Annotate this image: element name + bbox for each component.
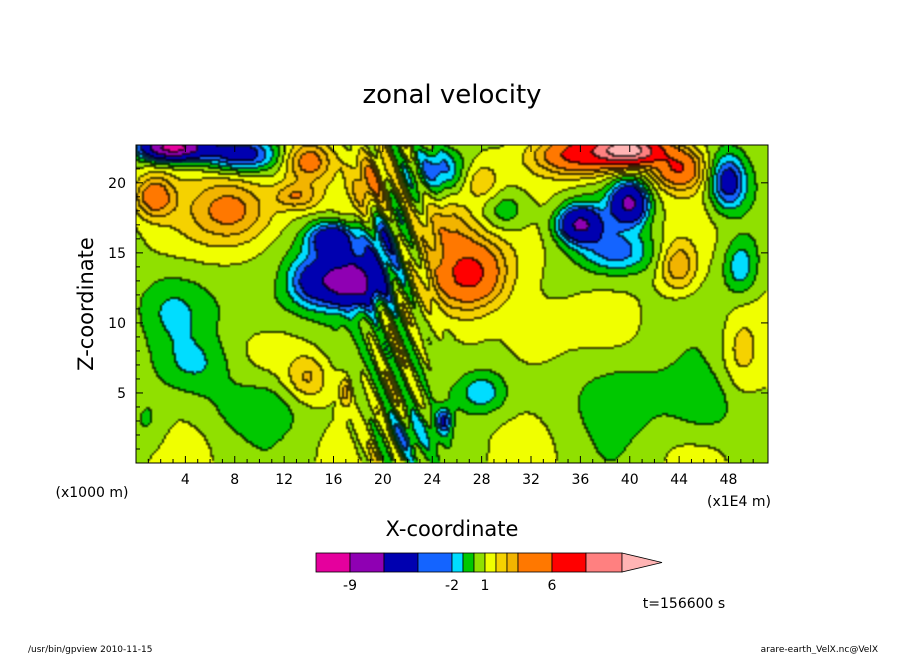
colorbar-cell	[417, 552, 453, 573]
x-tick-label: 48	[720, 472, 738, 488]
colorbar-cell	[551, 552, 587, 573]
colorbar-label: 1	[481, 578, 490, 594]
colorbar-cell	[473, 552, 486, 573]
x-tick-label: 8	[230, 472, 239, 488]
plot-frame	[135, 144, 769, 464]
colorbar-label: -9	[343, 578, 357, 594]
chart-title: zonal velocity	[362, 80, 541, 110]
x-tick-label: 24	[423, 472, 441, 488]
y-tick-label: 5	[117, 386, 126, 402]
x-tick-label: 16	[325, 472, 343, 488]
footer-left: /usr/bin/gpview 2010-11-15	[28, 645, 152, 654]
x-tick-label: 44	[670, 472, 688, 488]
x-tick-label: 32	[522, 472, 540, 488]
colorbar-cell	[517, 552, 553, 573]
y-tick-label: 15	[108, 246, 126, 262]
x-axis-ticks: 4 8 12 16 20 24 28 32 36 40 44 48	[147, 145, 754, 488]
y-tick-label: 10	[108, 316, 126, 332]
footer-right: arare-earth_VelX.nc@VelX	[761, 645, 878, 654]
colorbar-cell	[495, 552, 508, 573]
x-tick-label: 36	[571, 472, 589, 488]
colorbar-arrow	[621, 552, 663, 573]
y-unit-label: (x1000 m)	[56, 485, 129, 501]
x-tick-label: 40	[621, 472, 639, 488]
colorbar-cell	[462, 552, 475, 573]
colorbar-label: -2	[445, 578, 459, 594]
colorbar-cell	[506, 552, 519, 573]
colorbar-label: 6	[548, 578, 557, 594]
plot-area	[135, 144, 769, 464]
colorbar-cell	[451, 552, 464, 573]
x-unit-label: (x1E4 m)	[707, 494, 771, 510]
y-axis-title: Z-coordinate	[74, 237, 98, 371]
x-tick-label: 4	[181, 472, 190, 488]
colorbar-cell	[349, 552, 385, 573]
y-tick-label: 20	[108, 176, 126, 192]
colorbar-cell	[585, 552, 623, 573]
time-label: t=156600 s	[643, 596, 725, 612]
x-axis-title: X-coordinate	[386, 517, 519, 541]
x-tick-label: 28	[473, 472, 491, 488]
colorbar-cell	[383, 552, 419, 573]
x-tick-label: 12	[275, 472, 293, 488]
colorbar: -9 -2 1 6	[315, 552, 663, 594]
x-tick-label: 20	[374, 472, 392, 488]
y-axis-ticks: 5 10 15 20	[108, 168, 768, 450]
colorbar-cell	[484, 552, 497, 573]
colorbar-cell	[315, 552, 351, 573]
contour-field	[136, 145, 768, 463]
